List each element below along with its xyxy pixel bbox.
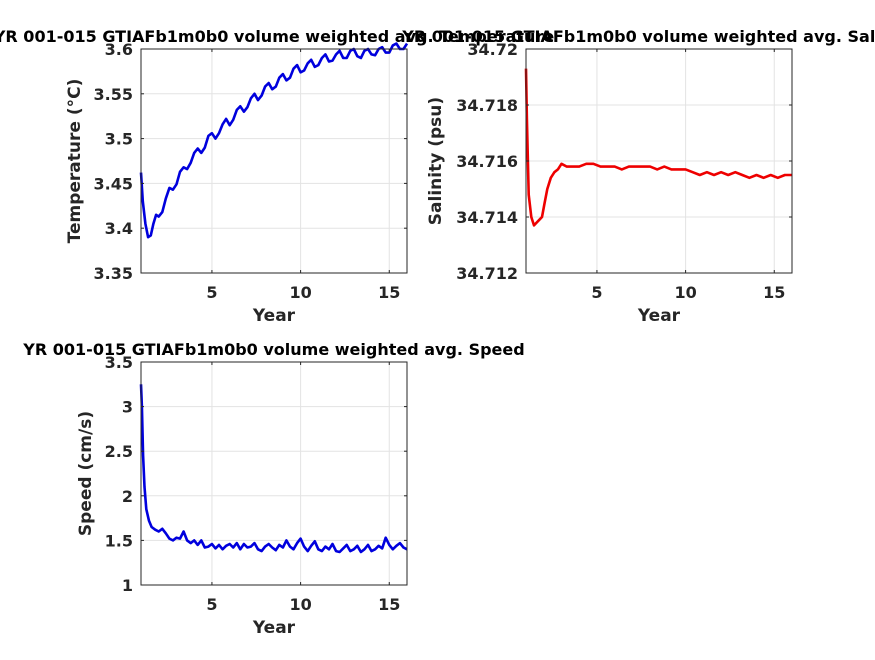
series-line-1 bbox=[139, 384, 408, 554]
x-tick-label: 15 bbox=[763, 283, 785, 302]
chart-title-3: YR 001-015 GTIAFb1m0b0 volume weighted a… bbox=[22, 340, 524, 359]
plot-area bbox=[141, 49, 407, 273]
x-tick-label: 10 bbox=[289, 595, 311, 614]
y-tick-label: 34.718 bbox=[456, 96, 518, 115]
axes-box bbox=[140, 48, 408, 274]
y-tick-label: 34.716 bbox=[456, 152, 518, 171]
y-tick-label: 3.35 bbox=[94, 264, 133, 283]
y-tick-label: 34.712 bbox=[456, 264, 518, 283]
y-tick-label: 3.6 bbox=[105, 40, 133, 59]
x-tick-label: 10 bbox=[289, 283, 311, 302]
chart-2: 5 10 15 34.712 34.714 34.716 34.718 34.72 Year Sa… bbox=[426, 40, 793, 326]
x-axis-label: Year bbox=[252, 306, 296, 326]
y-tick-label: 2.5 bbox=[105, 442, 133, 461]
y-tick-label: 1 bbox=[122, 576, 133, 595]
x-tick-label: 15 bbox=[378, 283, 400, 302]
series-line-1 bbox=[139, 42, 409, 239]
chart-title-2: YR 001-015 GTIAFb1m0b0 volume weighted a… bbox=[401, 27, 875, 46]
y-tick-label: 3.4 bbox=[105, 219, 133, 238]
y-tick-label: 3.45 bbox=[94, 174, 133, 193]
x-tick-label: 10 bbox=[674, 283, 696, 302]
y-axis-label: Temperature (°C) bbox=[65, 79, 85, 244]
x-axis-label: Year bbox=[637, 306, 681, 326]
chart-title-1: YR 001-015 GTIAFb1m0b0 volume weighted a… bbox=[0, 27, 554, 46]
y-tick-label: 34.72 bbox=[467, 40, 518, 59]
y-tick-label: 34.714 bbox=[456, 208, 518, 227]
y-tick-label: 3 bbox=[122, 398, 133, 417]
series-line-1 bbox=[524, 68, 792, 227]
y-axis-label: Salinity (psu) bbox=[426, 97, 446, 225]
y-axis-label: Speed (cm/s) bbox=[76, 411, 96, 536]
x-tick-label: 5 bbox=[206, 283, 217, 302]
y-tick-label: 2 bbox=[122, 487, 133, 506]
plot-area bbox=[141, 362, 407, 585]
x-axis-label: Year bbox=[252, 618, 296, 638]
y-tick-label: 3.5 bbox=[105, 353, 133, 372]
x-tick-label: 5 bbox=[591, 283, 602, 302]
axes-box bbox=[140, 361, 408, 586]
x-tick-label: 5 bbox=[206, 595, 217, 614]
y-tick-label: 3.55 bbox=[94, 85, 133, 104]
x-tick-label: 15 bbox=[378, 595, 400, 614]
chart-1: 5 10 15 3.35 3.4 3.45 3.5 3.55 3.6 Year Temperatur… bbox=[65, 40, 409, 326]
chart-3: 5 10 15 1 1.5 2 2.5 3 3.5 Year Speed (cm/s) bbox=[76, 353, 408, 638]
y-tick-label: 1.5 bbox=[105, 531, 133, 550]
y-tick-label: 3.5 bbox=[105, 130, 133, 149]
